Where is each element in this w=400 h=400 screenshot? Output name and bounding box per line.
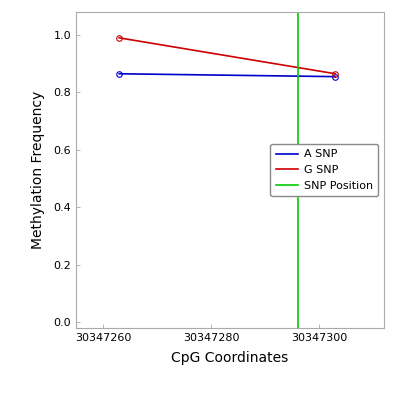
G SNP [333, 71, 338, 76]
X-axis label: CpG Coordinates: CpG Coordinates [171, 351, 289, 365]
G SNP [117, 36, 122, 40]
A SNP [117, 71, 122, 76]
Line: G SNP: G SNP [116, 35, 338, 76]
Legend: A SNP, G SNP, SNP Position: A SNP, G SNP, SNP Position [270, 144, 378, 196]
A SNP [333, 74, 338, 79]
Y-axis label: Methylation Frequency: Methylation Frequency [31, 91, 45, 249]
Line: A SNP: A SNP [116, 71, 338, 80]
